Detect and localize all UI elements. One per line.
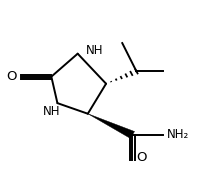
Text: O: O xyxy=(136,151,147,164)
Polygon shape xyxy=(88,114,134,138)
Text: NH₂: NH₂ xyxy=(167,128,189,141)
Text: NH: NH xyxy=(86,44,103,57)
Text: NH: NH xyxy=(43,105,60,119)
Text: O: O xyxy=(7,70,17,83)
